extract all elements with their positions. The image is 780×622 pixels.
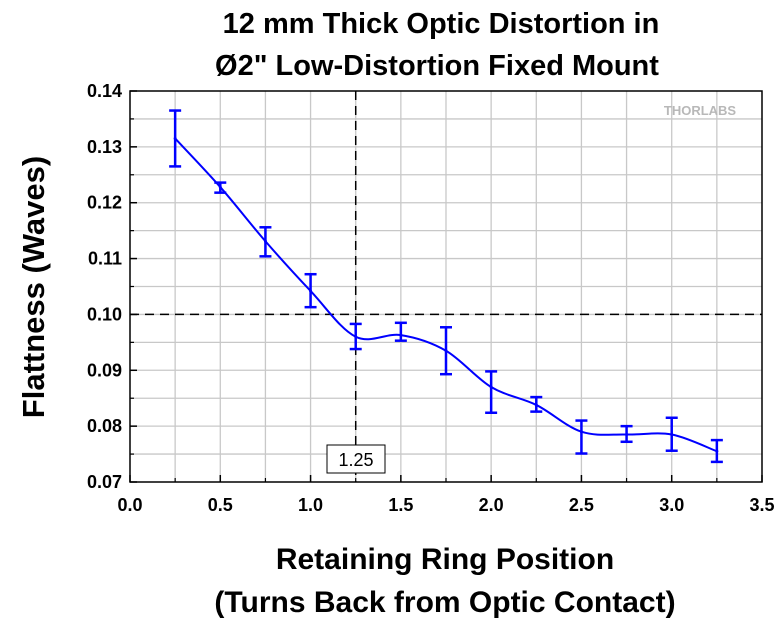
data-point	[625, 433, 629, 437]
x-tick-label: 1.0	[298, 495, 323, 515]
data-point	[489, 385, 493, 389]
data-point	[218, 185, 222, 189]
axis-ticks: 0.0 0.5 1.0 1.5 2.0 2.5 3.0 3.5 0.07 0.08 0.09 0.10…	[87, 81, 775, 515]
y-tick-label: 0.12	[87, 193, 122, 213]
y-tick-label: 0.13	[87, 137, 122, 157]
x-tick-label: 3.0	[659, 495, 684, 515]
data-point	[444, 349, 448, 353]
data-point	[263, 239, 267, 243]
x-tick-label: 2.5	[569, 495, 594, 515]
chart-title-line-2: Ø2" Low-Distortion Fixed Mount	[215, 50, 659, 82]
x-tick-label: 0.0	[117, 495, 142, 515]
data-series	[169, 109, 723, 464]
annotation-label: 1.25	[338, 450, 373, 470]
y-tick-label: 0.09	[87, 360, 122, 380]
data-point	[309, 289, 313, 293]
grid-lines	[130, 91, 762, 482]
x-axis-title-line-1: Retaining Ring Position	[276, 543, 614, 576]
data-point	[173, 136, 177, 140]
annotation-box	[326, 444, 386, 474]
data-point	[715, 449, 719, 453]
y-tick-label: 0.14	[87, 81, 122, 101]
y-tick-label: 0.08	[87, 416, 122, 436]
thorlabs-watermark: THORLABS	[664, 103, 737, 118]
data-point	[670, 433, 674, 437]
x-tick-label: 2.0	[479, 495, 504, 515]
data-point	[534, 403, 538, 407]
data-point	[579, 430, 583, 434]
y-axis-title: Flattness (Waves)	[16, 156, 51, 418]
data-point	[354, 335, 358, 339]
y-tick-label: 0.10	[87, 304, 122, 324]
x-tick-label: 3.5	[749, 495, 774, 515]
reference-lines	[130, 91, 762, 482]
x-axis-title-line-2: (Turns Back from Optic Contact)	[214, 586, 675, 619]
y-tick-label: 0.07	[87, 472, 122, 492]
x-tick-label: 0.5	[208, 495, 233, 515]
data-point	[399, 333, 403, 337]
x-tick-label: 1.5	[388, 495, 413, 515]
chart-title-line-1: 12 mm Thick Optic Distortion in	[223, 8, 660, 40]
y-tick-label: 0.11	[88, 249, 122, 269]
